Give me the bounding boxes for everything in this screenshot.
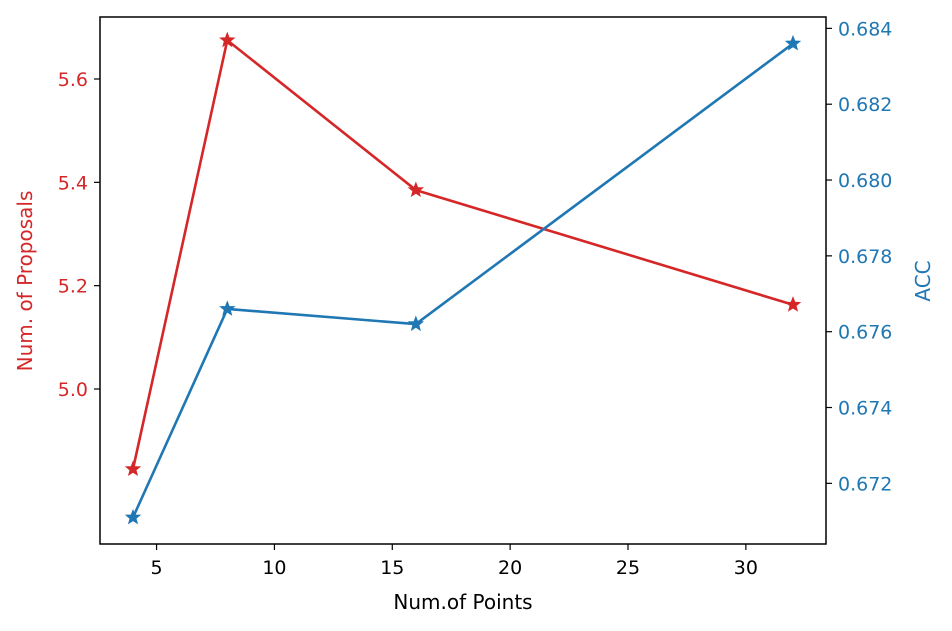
data-point-acc <box>219 300 236 316</box>
y-left-tick-label: 5.2 <box>58 276 88 298</box>
y-axis-left-label: Num. of Proposals <box>13 191 37 372</box>
y-left-tick-label: 5.6 <box>58 69 88 91</box>
series-line-acc <box>131 42 794 518</box>
y-right-tick-label: 0.676 <box>838 322 892 344</box>
y-left-tick-label: 5.0 <box>58 379 88 401</box>
data-point-proposals <box>407 181 425 198</box>
x-tick-label: 10 <box>262 557 286 579</box>
data-point-acc <box>407 315 425 332</box>
x-tick-label: 25 <box>616 557 640 579</box>
data-point-acc <box>784 34 802 51</box>
y-axis-right: 0.672 0.674 0.676 0.678 0.680 0.682 0.684 <box>826 18 892 495</box>
data-point-proposals <box>219 31 236 48</box>
y-right-tick-label: 0.684 <box>838 18 892 40</box>
series-layer <box>124 31 802 525</box>
x-tick-label: 20 <box>498 557 522 579</box>
data-point-proposals <box>124 460 142 477</box>
x-tick-label: 15 <box>380 557 404 579</box>
y-right-tick-label: 0.680 <box>838 170 892 192</box>
series-line-proposals <box>131 38 794 470</box>
x-tick-label: 30 <box>734 557 758 579</box>
data-point-proposals <box>784 296 802 312</box>
y-right-tick-label: 0.674 <box>838 398 892 420</box>
data-point-acc <box>124 508 142 525</box>
x-axis: 5 10 15 20 25 30 <box>151 544 758 579</box>
y-right-tick-label: 0.678 <box>838 246 892 268</box>
y-right-tick-label: 0.682 <box>838 94 892 116</box>
y-right-tick-label: 0.672 <box>838 473 892 495</box>
y-left-tick-label: 5.4 <box>58 172 88 194</box>
plot-frame <box>99 16 827 545</box>
x-tick-label: 5 <box>151 557 163 579</box>
y-axis-left: 5.0 5.2 5.4 5.6 <box>58 69 100 401</box>
y-axis-right-label: ACC <box>911 260 935 301</box>
x-axis-label: Num.of Points <box>393 590 532 614</box>
